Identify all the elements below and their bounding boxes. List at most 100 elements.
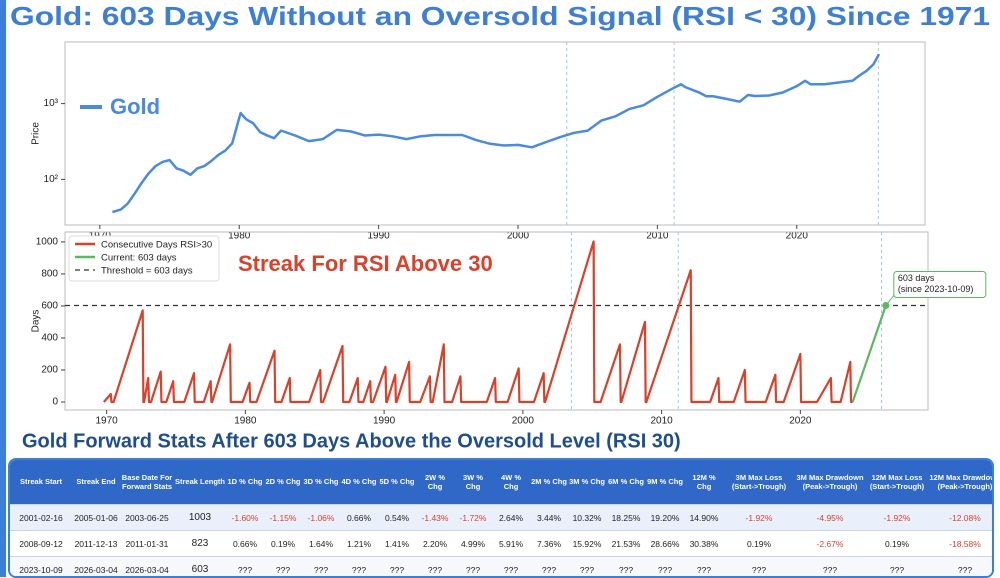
x-tick-label: 2010 (650, 416, 673, 427)
table-cell: 0.66% (340, 505, 378, 531)
column-header: 6M % Chg (606, 460, 646, 505)
column-header: 2M % Chg (530, 460, 568, 505)
table-cell: ??? (454, 557, 492, 578)
annotation-text: 603 days (898, 273, 935, 283)
table-cell: 1.41% (378, 531, 416, 557)
table-cell: ??? (928, 557, 994, 578)
table-cell: 823 (174, 531, 226, 557)
legend-label: Current: 603 days (101, 253, 177, 264)
table-cell: -1.92% (724, 505, 794, 531)
column-header: 3M Max Drawdown (Peak->Trough) (794, 460, 866, 505)
table-cell: ??? (302, 557, 340, 578)
y-tick-label: 600 (41, 301, 58, 312)
table-cell: 1003 (174, 505, 226, 531)
page-title: Gold: 603 Days Without an Oversold Signa… (10, 1, 990, 31)
table-cell: 2001-02-16 (10, 505, 72, 531)
table-cell: ??? (794, 557, 866, 578)
table-cell: 2023-10-09 (10, 557, 72, 578)
table-cell: 0.54% (378, 505, 416, 531)
table-cell: -12.08% (928, 505, 994, 531)
table-cell: 0.19% (264, 531, 302, 557)
series-line (853, 305, 886, 402)
table-cell: 18.25% (606, 505, 646, 531)
table-cell: -1.15% (264, 505, 302, 531)
column-header: Streak Start (10, 460, 72, 505)
table-cell: 14.90% (684, 505, 724, 531)
column-header: 2D % Chg (264, 460, 302, 505)
table-cell: 2003-06-25 (120, 505, 174, 531)
x-tick-label: 1980 (234, 416, 257, 427)
subtitle: Streak For RSI Above 30 (238, 251, 493, 276)
table-cell: ??? (378, 557, 416, 578)
table-cell: ??? (684, 557, 724, 578)
table-title: Gold Forward Stats After 603 Days Above … (22, 430, 681, 452)
table-cell: 1.21% (340, 531, 378, 557)
table-cell: 5.91% (492, 531, 530, 557)
legend-label: Gold (110, 94, 160, 119)
column-header: 5D % Chg (378, 460, 416, 505)
table-cell: -2.67% (794, 531, 866, 557)
table-cell: ??? (866, 557, 928, 578)
column-header: 12M % Chg (684, 460, 724, 505)
table-cell: ??? (568, 557, 606, 578)
table-cell: 603 (174, 557, 226, 578)
legend-label: Threshold = 603 days (101, 266, 193, 277)
table-cell: ??? (264, 557, 302, 578)
column-header: 4D % Chg (340, 460, 378, 505)
table-cell: 30.38% (684, 531, 724, 557)
table-cell: -1.06% (302, 505, 340, 531)
table-cell: ??? (226, 557, 264, 578)
column-header: 3M Max Loss (Start->Trough) (724, 460, 794, 505)
table-cell: ??? (606, 557, 646, 578)
table-cell: 2011-12-13 (72, 531, 120, 557)
column-header: 3M % Chg (568, 460, 606, 505)
column-header: 9M % Chg (646, 460, 684, 505)
table-cell: -4.95% (794, 505, 866, 531)
y-tick-label: 10² (44, 174, 59, 185)
plot-frame (65, 42, 925, 225)
y-tick-label: 1000 (36, 237, 59, 248)
table-cell: 1.64% (302, 531, 340, 557)
column-header: 3D % Chg (302, 460, 340, 505)
table-cell: 0.19% (724, 531, 794, 557)
column-header: Streak Length (174, 460, 226, 505)
table-cell: 0.19% (866, 531, 928, 557)
table-cell: ??? (340, 557, 378, 578)
annotation: 603 days(since 2023-10-09) (886, 271, 986, 305)
table-cell: ??? (646, 557, 684, 578)
legend-label: Consecutive Days RSI>30 (101, 240, 212, 251)
table-cell: ??? (724, 557, 794, 578)
table-cell: -1.92% (866, 505, 928, 531)
table-cell: 3.44% (530, 505, 568, 531)
annotation-leader (886, 295, 894, 305)
y-axis-label: Days (31, 310, 42, 333)
y-tick-label: 400 (41, 333, 58, 344)
y-axis-label: Price (31, 122, 42, 145)
table-cell: ??? (416, 557, 454, 578)
table-cell: 19.20% (646, 505, 684, 531)
y-tick-label: 10³ (44, 98, 59, 109)
column-header: Streak End (72, 460, 120, 505)
column-header: 1D % Chg (226, 460, 264, 505)
annotation-text: (since 2023-10-09) (898, 284, 974, 294)
table-cell: 2.20% (416, 531, 454, 557)
table-cell: 15.92% (568, 531, 606, 557)
table-cell: 2008-09-12 (10, 531, 72, 557)
table-cell: -1.43% (416, 505, 454, 531)
column-header: 4W % Chg (492, 460, 530, 505)
table-cell: 10.32% (568, 505, 606, 531)
table-cell: 7.36% (530, 531, 568, 557)
x-tick-label: 2020 (789, 416, 812, 427)
y-tick-label: 0 (52, 397, 58, 408)
table-cell: ??? (530, 557, 568, 578)
y-tick-label: 800 (41, 269, 58, 280)
table-cell: 2.64% (492, 505, 530, 531)
table-cell: -1.60% (226, 505, 264, 531)
table-cell: 28.66% (646, 531, 684, 557)
